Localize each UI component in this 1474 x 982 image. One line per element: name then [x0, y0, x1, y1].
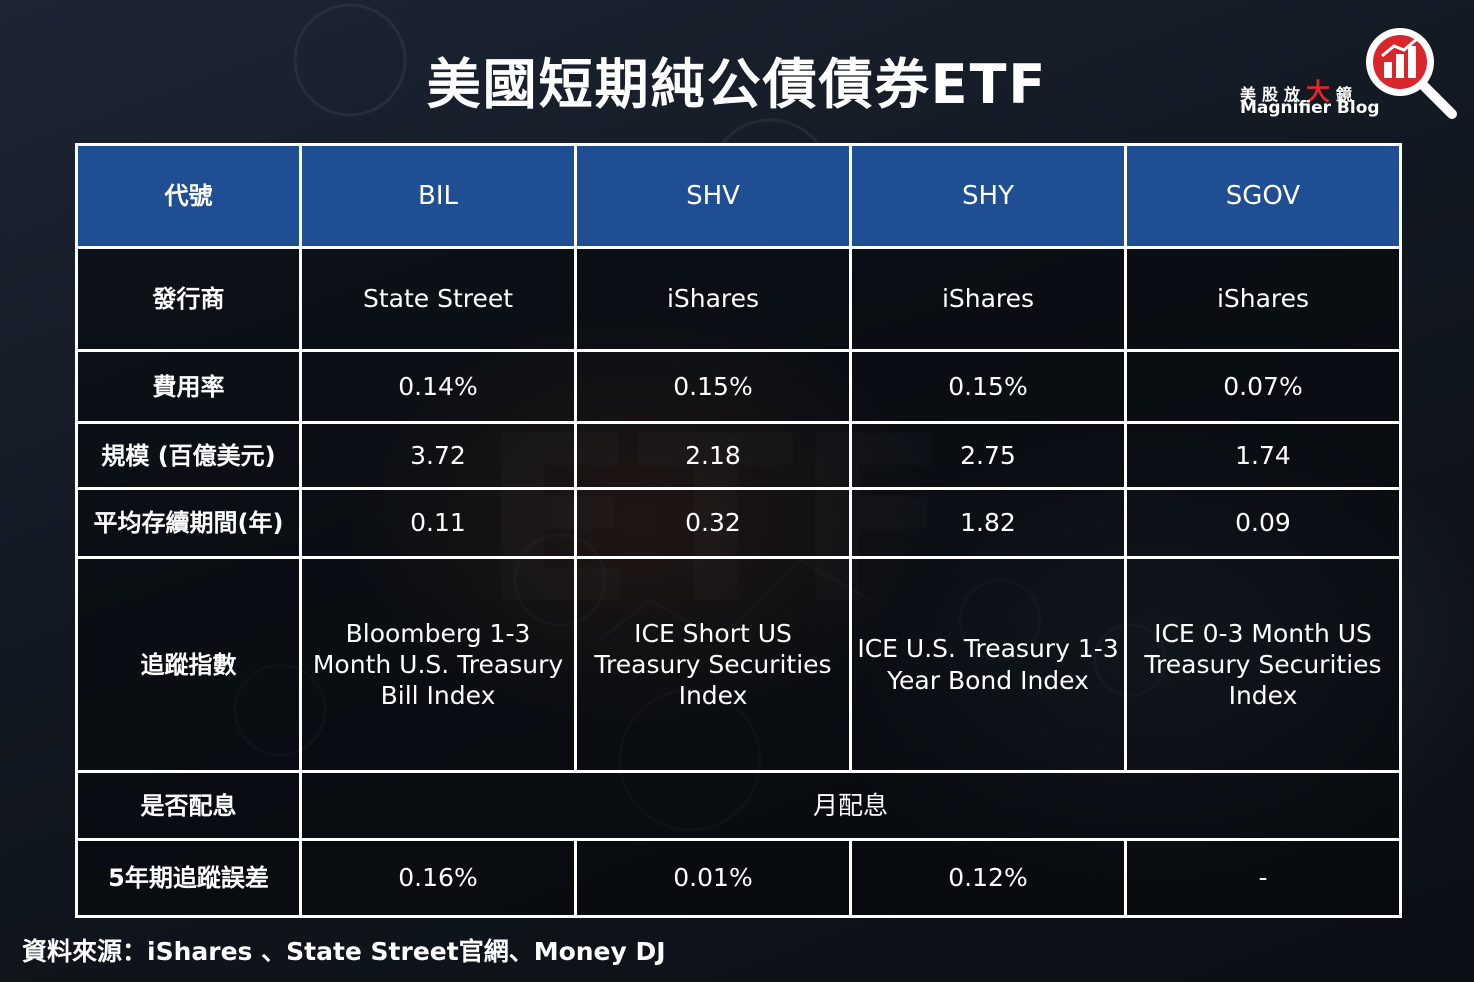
table-cell: 0.16% [299, 838, 577, 918]
table-cell: State Street [299, 246, 577, 352]
table-row: 5年期追蹤誤差 0.16% 0.01% 0.12% - [75, 838, 1402, 918]
table-cell: ICE Short US Treasury Securities Index [574, 556, 852, 773]
row-label: 費用率 [75, 349, 302, 424]
ticker-shv: SHV [574, 143, 852, 249]
brand-name-en: Magnifier Blog [1240, 98, 1380, 118]
table-cell: 0.14% [299, 349, 577, 424]
etf-comparison-table: 代號 BIL SHV SHY SGOV 發行商 State Street iSh… [75, 143, 1402, 918]
table-row: 追蹤指數 Bloomberg 1-3 Month U.S. Treasury B… [75, 556, 1402, 773]
table-row: 發行商 State Street iShares iShares iShares [75, 246, 1402, 352]
row-label: 追蹤指數 [75, 556, 302, 773]
brand-cn-prefix: 美股放 [1240, 85, 1307, 104]
table-cell: 0.32 [574, 487, 852, 559]
ticker-bil: BIL [299, 143, 577, 249]
row-label: 是否配息 [75, 770, 302, 841]
table-cell: 0.09 [1124, 487, 1402, 559]
table-cell: 0.12% [849, 838, 1127, 918]
ticker-sgov: SGOV [1124, 143, 1402, 249]
brand-name-cn: 美股放大鏡 [1240, 72, 1358, 107]
source-note: 資料來源：iShares 、State Street官網、Money DJ [22, 937, 666, 966]
merged-cell: 月配息 [299, 770, 1402, 841]
table-cell: ICE U.S. Treasury 1-3 Year Bond Index [849, 556, 1127, 773]
brand-cn-accent: 大 [1306, 78, 1337, 106]
table-cell: 0.07% [1124, 349, 1402, 424]
table-cell: 0.15% [849, 349, 1127, 424]
brand-cn-suffix: 鏡 [1336, 85, 1359, 104]
table-row: 規模 (百億美元) 3.72 2.18 2.75 1.74 [75, 421, 1402, 490]
table-cell: - [1124, 838, 1402, 918]
table-cell: 0.15% [574, 349, 852, 424]
table-cell: 0.11 [299, 487, 577, 559]
page-title: 美國短期純公債債券ETF [426, 53, 1048, 116]
table-row: 是否配息 月配息 [75, 770, 1402, 841]
row-label: 5年期追蹤誤差 [75, 838, 302, 918]
table-header-row: 代號 BIL SHV SHY SGOV [75, 143, 1402, 249]
table-row: 平均存續期間(年) 0.11 0.32 1.82 0.09 [75, 487, 1402, 559]
table-row: 費用率 0.14% 0.15% 0.15% 0.07% [75, 349, 1402, 424]
table-cell: iShares [574, 246, 852, 352]
header-label: 代號 [75, 143, 302, 249]
table-cell: iShares [1124, 246, 1402, 352]
row-label: 規模 (百億美元) [75, 421, 302, 490]
row-label: 平均存續期間(年) [75, 487, 302, 559]
ticker-shy: SHY [849, 143, 1127, 249]
row-label: 發行商 [75, 246, 302, 352]
table-cell: 2.75 [849, 421, 1127, 490]
magnifier-bar-chart-icon [1366, 28, 1457, 119]
table-cell: 1.74 [1124, 421, 1402, 490]
table-cell: iShares [849, 246, 1127, 352]
table-cell: 1.82 [849, 487, 1127, 559]
table-cell: 3.72 [299, 421, 577, 490]
table-cell: 2.18 [574, 421, 852, 490]
table-cell: Bloomberg 1-3 Month U.S. Treasury Bill I… [299, 556, 577, 773]
table-cell: 0.01% [574, 838, 852, 918]
table-cell: ICE 0-3 Month US Treasury Securities Ind… [1124, 556, 1402, 773]
brand-logo: 美股放大鏡 Magnifier Blog [1238, 22, 1464, 122]
